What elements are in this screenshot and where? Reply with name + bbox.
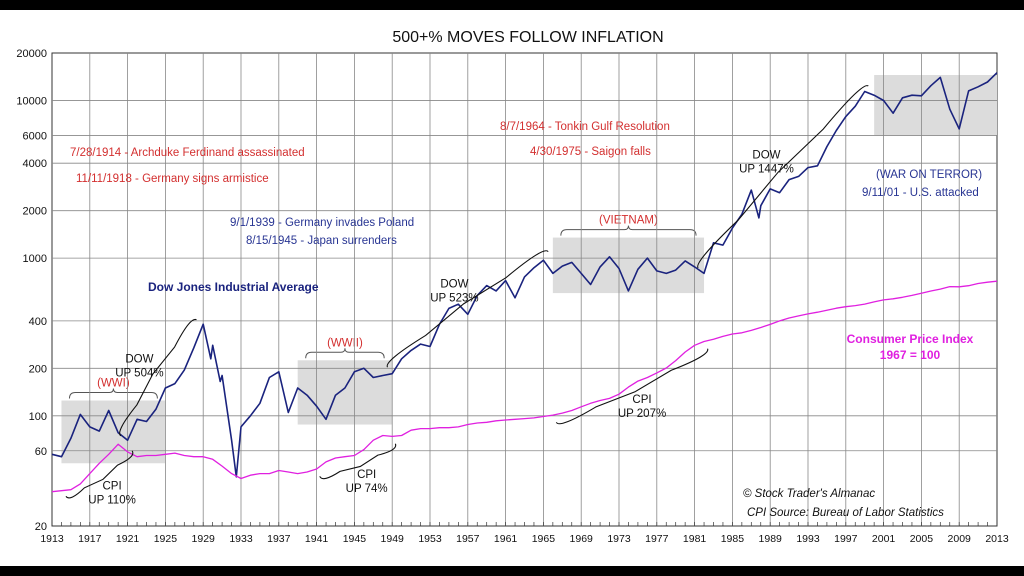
y-tick-label: 20000 (16, 48, 47, 60)
y-tick-label: 100 (29, 411, 47, 423)
annotation-tonkin: 8/7/1964 - Tonkin Gulf Resolution (500, 121, 670, 133)
x-tick-label: 1925 (154, 533, 178, 545)
x-tick-label: 1937 (267, 533, 291, 545)
y-tick-label: 1000 (23, 253, 47, 265)
x-tick-label: 1993 (796, 533, 820, 545)
change-brace (119, 318, 197, 437)
annotation-archduke: 7/28/1914 - Archduke Ferdinand assassina… (70, 147, 305, 159)
brace-label: UP 504% (115, 367, 163, 379)
x-tick-label: 1929 (192, 533, 216, 545)
annotation-war-on-terror: (WAR ON TERROR) (876, 169, 982, 181)
shaded-region (552, 237, 705, 294)
brace-label: UP 110% (88, 495, 136, 507)
dow-series-label: Dow Jones Industrial Average (148, 280, 319, 294)
brace-label: UP 1447% (739, 163, 794, 175)
x-tick-label: 1977 (645, 533, 669, 545)
change-brace (386, 250, 549, 368)
x-tick-label: 1957 (456, 533, 480, 545)
y-tick-label: 10000 (16, 95, 47, 107)
y-tick-label: 400 (29, 316, 47, 328)
chart-title: 500+% MOVES FOLLOW INFLATION (392, 29, 663, 46)
plot-area (51, 52, 998, 527)
x-tick-label: 1973 (607, 533, 631, 545)
shaded-region (297, 360, 393, 425)
y-tick-label: 6000 (23, 130, 47, 142)
region-label: (VIETNAM) (599, 215, 658, 227)
region-brace (560, 225, 697, 236)
cpi-base-label: 1967 = 100 (880, 348, 941, 362)
cpi-series-label: Consumer Price Index (847, 332, 974, 346)
brace-label: UP 74% (346, 483, 388, 495)
region-label: (WWII) (327, 337, 363, 349)
brace-label: CPI (357, 469, 376, 481)
series-line (51, 72, 998, 478)
x-tick-label: 2013 (985, 533, 1009, 545)
inflation-chart: 500+% MOVES FOLLOW INFLATION (WWI) (WWII)… (16, 29, 1009, 545)
x-tick-label: 1989 (759, 533, 783, 545)
x-tick-label: 1949 (381, 533, 405, 545)
x-tick-label: 1933 (229, 533, 253, 545)
series-line (51, 280, 998, 493)
credit-almanac: © Stock Trader's Almanac (743, 488, 875, 500)
x-tick-label: 1913 (40, 533, 64, 545)
x-tick-label: 1961 (494, 533, 518, 545)
region-label: (WWI) (97, 378, 130, 390)
x-tick-label: 1985 (721, 533, 745, 545)
change-brace (697, 85, 869, 269)
credit-bls: CPI Source: Bureau of Labor Statistics (747, 507, 944, 519)
y-tick-label: 20 (35, 521, 47, 533)
brace-label: CPI (632, 394, 651, 406)
annotation-armistice: 11/11/1918 - Germany signs armistice (76, 173, 269, 185)
chart-frame: 500+% MOVES FOLLOW INFLATION (WWI) (WWII)… (0, 10, 1024, 566)
x-tick-label: 2001 (872, 533, 896, 545)
y-tick-label: 4000 (23, 158, 47, 170)
x-tick-label: 1981 (683, 533, 707, 545)
brace-label: DOW (752, 149, 780, 161)
x-tick-label: 1945 (343, 533, 367, 545)
annotation-saigon: 4/30/1975 - Saigon falls (530, 146, 651, 158)
brace-label: UP 207% (618, 408, 666, 420)
brace-label: DOW (440, 279, 468, 291)
change-brace (65, 450, 134, 499)
annotation-japan: 8/15/1945 - Japan surrenders (246, 235, 397, 247)
x-tick-label: 1969 (570, 533, 594, 545)
y-tick-label: 200 (29, 363, 47, 375)
change-brace (555, 348, 709, 425)
shaded-region (874, 75, 997, 136)
y-tick-label: 2000 (23, 206, 47, 218)
x-tick-label: 1953 (418, 533, 442, 545)
annotation-poland: 9/1/1939 - Germany invades Poland (230, 217, 414, 229)
x-tick-label: 1917 (78, 533, 102, 545)
x-tick-label: 1921 (116, 533, 140, 545)
x-tick-label: 2005 (910, 533, 934, 545)
y-tick-label: 60 (35, 446, 47, 458)
brace-label: DOW (125, 353, 153, 365)
brace-label: CPI (102, 481, 121, 493)
x-tick-label: 1997 (834, 533, 858, 545)
annotation-sept-11: 9/11/01 - U.S. attacked (862, 187, 979, 199)
x-tick-label: 1941 (305, 533, 329, 545)
x-tick-label: 1965 (532, 533, 556, 545)
shaded-region (61, 400, 166, 464)
x-tick-label: 2009 (948, 533, 972, 545)
change-brace (319, 443, 397, 480)
brace-label: UP 523% (430, 293, 478, 305)
